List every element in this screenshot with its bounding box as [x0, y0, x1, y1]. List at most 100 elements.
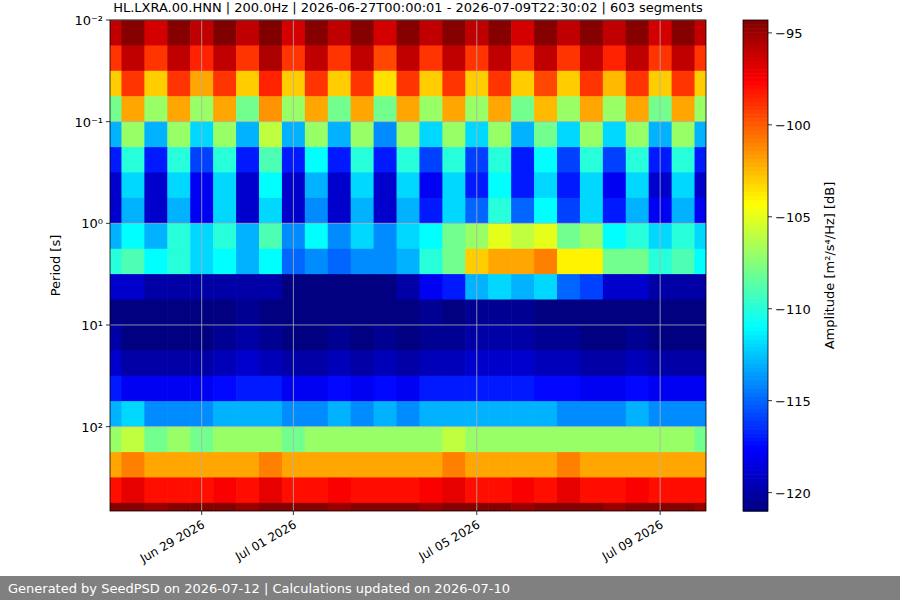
cell: [511, 274, 535, 300]
cell: [419, 96, 443, 122]
cell: [110, 325, 122, 351]
cell: [259, 325, 283, 351]
cell: [557, 71, 581, 97]
cell: [626, 300, 650, 326]
colorbar-step: [743, 339, 768, 344]
cell: [374, 477, 398, 503]
cell: [167, 20, 191, 46]
colorbar-step: [743, 417, 768, 422]
cell: [488, 122, 512, 148]
cell: [511, 96, 535, 122]
cell: [511, 122, 535, 148]
colorbar-step: [743, 335, 768, 340]
colorbar-step: [743, 437, 768, 442]
cell: [121, 477, 145, 503]
cell: [557, 122, 581, 148]
cell: [328, 477, 352, 503]
cell: [110, 71, 122, 97]
cell: [167, 71, 191, 97]
y-tick: [106, 20, 110, 21]
cell: [695, 122, 706, 148]
cell: [213, 325, 237, 351]
cell: [259, 274, 283, 300]
cell: [672, 249, 696, 275]
colorbar-step: [743, 450, 768, 455]
cell: [580, 96, 604, 122]
cell: [419, 223, 443, 249]
cell: [351, 376, 375, 402]
colorbar-step: [743, 139, 768, 144]
cell: [672, 96, 696, 122]
cell: [144, 71, 168, 97]
cell: [580, 325, 604, 351]
colorbar-step: [743, 40, 768, 45]
colorbar-step: [743, 32, 768, 37]
cell: [419, 427, 443, 453]
footer-bar: [0, 576, 900, 600]
cell: [695, 20, 706, 46]
cell: [580, 223, 604, 249]
cell: [144, 325, 168, 351]
cell: [419, 147, 443, 173]
cell: [167, 300, 191, 326]
colorbar-tick: [768, 32, 772, 33]
cell: [351, 274, 375, 300]
colorbar-step: [743, 249, 768, 254]
cell: [144, 249, 168, 275]
cell: [121, 350, 145, 376]
grid-line: [476, 20, 477, 511]
cell: [442, 45, 466, 71]
grid-line: [110, 426, 706, 427]
cell: [305, 71, 329, 97]
cell: [626, 198, 650, 224]
cell: [626, 376, 650, 402]
cell: [695, 147, 706, 173]
cell: [580, 477, 604, 503]
cell: [603, 147, 627, 173]
colorbar-step: [743, 220, 768, 225]
cell: [603, 45, 627, 71]
cell: [213, 477, 237, 503]
cell: [672, 172, 696, 198]
cell: [328, 503, 352, 511]
cell: [305, 503, 329, 511]
cell: [626, 249, 650, 275]
cell: [442, 503, 466, 511]
cell: [110, 376, 122, 402]
cell: [397, 376, 421, 402]
cell: [259, 45, 283, 71]
cell: [236, 172, 260, 198]
colorbar-step: [743, 351, 768, 356]
colorbar-step: [743, 392, 768, 397]
cell: [374, 96, 398, 122]
colorbar-step: [743, 237, 768, 242]
cell: [121, 503, 145, 511]
colorbar-step: [743, 180, 768, 185]
cell: [534, 96, 558, 122]
colorbar-step: [743, 143, 768, 148]
colorbar-step: [743, 118, 768, 123]
colorbar-step: [743, 474, 768, 479]
cell: [626, 477, 650, 503]
cell: [511, 401, 535, 427]
colorbar-step: [743, 130, 768, 135]
cell: [397, 45, 421, 71]
cell: [603, 376, 627, 402]
cell: [603, 71, 627, 97]
cell: [511, 477, 535, 503]
cell: [110, 172, 122, 198]
y-tick: [106, 121, 110, 122]
cell: [580, 401, 604, 427]
colorbar-step: [743, 94, 768, 99]
cell: [488, 503, 512, 511]
cell: [213, 452, 237, 478]
cell: [397, 401, 421, 427]
cell: [488, 300, 512, 326]
cell: [419, 122, 443, 148]
cell: [603, 172, 627, 198]
cell: [580, 452, 604, 478]
cell: [672, 223, 696, 249]
cell: [236, 249, 260, 275]
colorbar-step: [743, 470, 768, 475]
cell: [213, 401, 237, 427]
